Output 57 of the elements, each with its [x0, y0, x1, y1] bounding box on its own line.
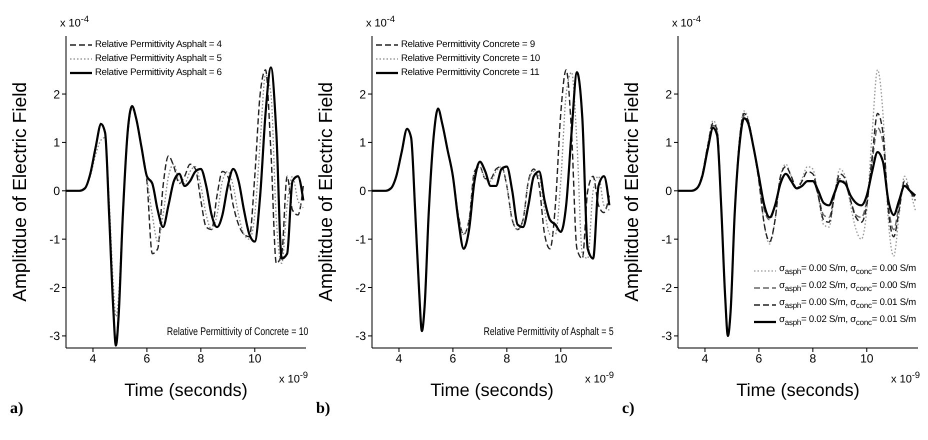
legend-label: σ$_{asph}$= 0.00 S/m, σ$_{conc}$= 0.00 S/m — [779, 262, 916, 278]
x-tick-label: 4 — [702, 352, 709, 366]
text: b) — [315, 400, 332, 418]
legend-label: Relative Permittivity Asphalt = 6 — [95, 66, 222, 80]
annotation: Relative Permittivity of Concrete = 10 — [166, 326, 308, 338]
y-tick-label: -1 — [355, 232, 366, 246]
y-tick-label: 0 — [665, 184, 672, 198]
legend-label: σ$_{asph}$= 0.02 S/m, σ$_{conc}$= 0.01 S/m — [779, 313, 916, 329]
y-axis-title: Amplitdue of Electric Field — [622, 82, 644, 302]
annotation: Relative Permittivity of Asphalt = 5 — [484, 326, 614, 338]
y-tick-label: 0 — [53, 184, 60, 198]
y-tick-label: 0 — [359, 184, 366, 198]
text: x 10$^{-9}$ — [585, 370, 614, 386]
x-tick-label: 8 — [809, 352, 816, 366]
y-tick-label: 2 — [665, 87, 672, 102]
legend-label: Relative Permittivity Concrete = 9 — [401, 38, 535, 52]
y-tick-label: -2 — [355, 280, 366, 295]
y-tick-label: 2 — [53, 87, 60, 102]
x-tick-label: 10 — [554, 352, 568, 366]
text: x 10$^{-4}$ — [366, 14, 395, 30]
legend-label: Relative Permittivity Concrete = 10 — [401, 52, 540, 66]
legend-label: σ$_{asph}$= 0.02 S/m, σ$_{conc}$= 0.00 S/m — [779, 279, 916, 295]
x-tick-label: 6 — [144, 352, 151, 366]
legend-label: σ$_{asph}$= 0.00 S/m, σ$_{conc}$= 0.01 S/m — [779, 296, 916, 312]
y-tick-label: -3 — [661, 329, 672, 344]
text: x 10$^{-4}$ — [672, 14, 701, 30]
y-tick-label: -1 — [49, 232, 60, 246]
text: c) — [621, 400, 636, 418]
x-tick-label: 6 — [450, 352, 457, 366]
text: x 10$^{-9}$ — [891, 370, 920, 386]
y-tick-label: -3 — [49, 329, 60, 344]
text: x 10$^{-4}$ — [60, 14, 89, 30]
y-axis-title: Amplitdue of Electric Field — [316, 82, 338, 302]
y-tick-label: -2 — [661, 280, 672, 295]
x-tick-label: 4 — [90, 352, 97, 366]
x-tick-label: 8 — [197, 352, 204, 366]
text: a) — [9, 400, 24, 418]
y-tick-label: 1 — [359, 136, 366, 150]
x-axis-title: Time (seconds) — [430, 380, 554, 400]
y-tick-label: 1 — [53, 136, 60, 150]
text: x 10$^{-9}$ — [279, 370, 308, 386]
legend-label: Relative Permittivity Concrete = 11 — [401, 66, 540, 80]
x-tick-label: 10 — [860, 352, 874, 366]
x-tick-label: 10 — [248, 352, 262, 366]
y-tick-label: 1 — [665, 136, 672, 150]
legend-label: Relative Permittivity Asphalt = 5 — [95, 52, 222, 66]
x-axis-title: Time (seconds) — [736, 380, 860, 400]
x-tick-label: 6 — [756, 352, 763, 366]
y-tick-label: -2 — [49, 280, 60, 295]
x-tick-label: 4 — [396, 352, 403, 366]
x-tick-label: 8 — [503, 352, 510, 366]
y-axis-title: Amplitdue of Electric Field — [10, 82, 32, 302]
x-axis-title: Time (seconds) — [124, 380, 248, 400]
legend-label: Relative Permittivity Asphalt = 4 — [95, 38, 222, 52]
y-tick-label: -3 — [355, 329, 366, 344]
y-tick-label: -1 — [661, 232, 672, 246]
y-tick-label: 2 — [359, 87, 366, 102]
